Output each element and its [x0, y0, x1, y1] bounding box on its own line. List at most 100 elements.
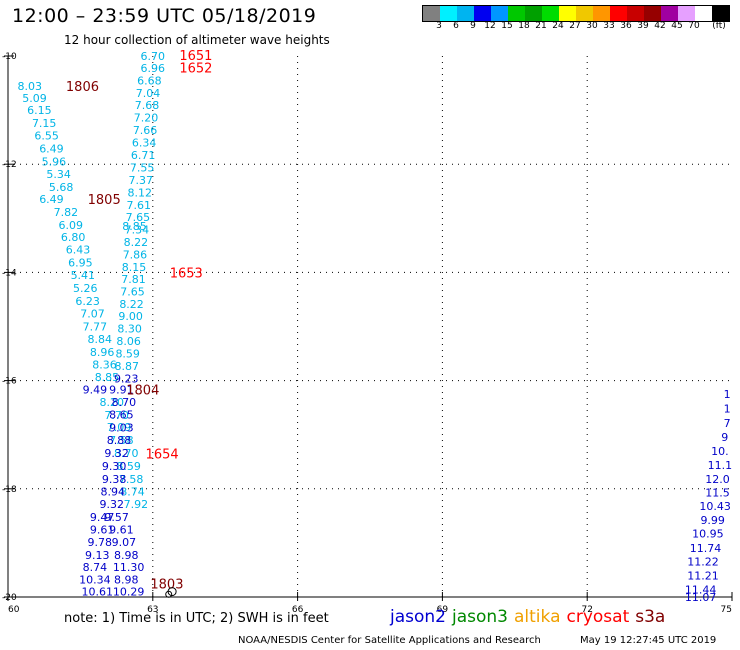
legend-swatch — [542, 6, 559, 21]
wave-height-point: 6.49 — [39, 193, 64, 206]
legend-tick-label: 21 — [535, 21, 547, 31]
pass-time-label: 1652 — [179, 61, 212, 76]
legend-swatch — [627, 6, 644, 21]
wave-height-point: 10.29 — [113, 586, 145, 599]
legend-tick-label: 3 — [436, 21, 442, 31]
wave-height-point: 11.44 — [685, 583, 717, 596]
wave-height-point: 6.15 — [27, 104, 52, 117]
wave-height-point: 8.15 — [122, 261, 147, 274]
wave-height-point: 6.70 — [141, 50, 166, 63]
wave-height-point: 8.94 — [100, 486, 125, 499]
wave-height-point: 9.38 — [102, 473, 127, 486]
wave-height-point: 7.66 — [133, 124, 158, 137]
legend-swatch — [593, 6, 610, 21]
wave-height-point: 6.55 — [34, 130, 59, 143]
wave-height-point: 7.20 — [134, 112, 159, 125]
legend-tick-label: 39 — [637, 21, 649, 31]
wave-height-point: 8.22 — [119, 298, 144, 311]
wave-height-point: 11.74 — [690, 542, 722, 555]
wave-height-point: 8.59 — [115, 348, 140, 361]
legend-tick-label: 27 — [569, 21, 581, 31]
legend-tick-label: 18 — [518, 21, 530, 31]
legend-tick-label: 33 — [603, 21, 615, 31]
wave-height-point: 7.58 — [119, 473, 144, 486]
wave-height-point: 8.22 — [124, 236, 149, 249]
wave-height-point: 8.06 — [116, 335, 141, 348]
wave-height-point: 11.21 — [687, 569, 719, 582]
y-tick-label: -14 — [2, 268, 17, 278]
x-tick-label: 66 — [292, 605, 304, 615]
legend-swatch — [610, 6, 627, 21]
wave-height-point: 9.57 — [104, 511, 129, 524]
legend-swatch — [712, 6, 729, 21]
page-title: 12:00 – 23:59 UTC 05/18/2019 — [12, 5, 317, 27]
y-tick-label: -18 — [2, 485, 17, 495]
wave-height-point: 7.68 — [135, 99, 160, 112]
wave-height-point: 6.68 — [137, 74, 162, 87]
wave-height-point: 8.36 — [92, 358, 117, 371]
legend-tick-label: 15 — [501, 21, 513, 31]
legend-tick-label: 70 — [688, 21, 700, 31]
legend-swatch — [559, 6, 576, 21]
wave-height-point: 10.43 — [699, 500, 731, 513]
wave-height-point: 6.49 — [39, 143, 64, 156]
legend-tick-label: 36 — [620, 21, 632, 31]
wave-height-point: 7.37 — [128, 174, 153, 187]
wave-height-point: 6.95 — [68, 257, 93, 270]
legend-tick-label: 45 — [671, 21, 683, 31]
legend-swatch — [491, 6, 508, 21]
legend-swatch — [695, 6, 712, 21]
wave-height-point: 7.92 — [124, 498, 149, 511]
wave-height-point: 8.87 — [114, 360, 139, 373]
footer-timestamp: May 19 12:27:45 UTC 2019 — [580, 635, 717, 646]
legend-swatch — [423, 6, 440, 21]
wave-height-point: 9.49 — [83, 383, 108, 396]
legend-tick-label: 42 — [654, 21, 666, 31]
satellite-label: altika — [514, 607, 561, 627]
wave-height-point: 5.09 — [22, 92, 47, 105]
wave-height-point: 8.03 — [17, 80, 42, 93]
wave-height-point: 9.07 — [112, 536, 137, 549]
wave-height-point: 8.85 — [95, 371, 120, 384]
legend-swatch — [661, 6, 678, 21]
wave-height-point: 9.30 — [102, 460, 127, 473]
wave-height-point: 8.70 — [114, 447, 139, 460]
wave-height-point: 9.61 — [90, 523, 115, 536]
color-legend-ticks: 3 6 9 12 15 18 21 24 27 30 33 36 39 42 45 70 (ft) — [422, 21, 740, 33]
pass-time-label: 1804 — [126, 383, 159, 398]
wave-height-point: 7.55 — [130, 161, 155, 174]
footer-credit: NOAA/NESDIS Center for Satellite Applica… — [238, 635, 541, 646]
legend-tick-label: 6 — [453, 21, 459, 31]
wave-height-point: 5.41 — [71, 269, 96, 282]
wave-height-point: 8.85 — [122, 220, 147, 233]
wave-height-point: 6.96 — [141, 62, 166, 75]
legend-swatch — [678, 6, 695, 21]
wave-height-point: 9.78 — [87, 536, 112, 549]
wave-height-point: 10.61 — [82, 586, 114, 599]
y-tick-label: -10 — [2, 52, 17, 62]
legend-tick-label: (ft) — [712, 21, 726, 31]
satellite-label: cryosat — [566, 607, 630, 627]
wave-height-point: 6.80 — [61, 231, 86, 244]
footer-note: note: 1) Time is in UTC; 2) SWH is in fe… — [64, 611, 329, 626]
y-tick-label: -20 — [2, 593, 17, 603]
wave-height-point: 9 — [721, 431, 728, 444]
wave-height-point: 7.61 — [127, 199, 152, 212]
wave-height-point: 5.68 — [49, 181, 74, 194]
wave-height-point: 5.26 — [73, 282, 98, 295]
x-tick-label: 69 — [437, 605, 449, 615]
wave-height-point: 7.34 — [125, 224, 150, 237]
wave-height-point: 9.32 — [104, 447, 129, 460]
x-tick-label: 75 — [721, 605, 732, 615]
pass-time-label: 1806 — [66, 80, 99, 95]
pass-time-label: 1653 — [170, 266, 203, 281]
wave-height-point: 11.07 — [685, 591, 717, 604]
legend-tick-label: 30 — [586, 21, 598, 31]
wave-height-point: 7.81 — [121, 273, 146, 286]
wave-height-point: 8.12 — [128, 186, 153, 199]
wave-height-point: 6.43 — [66, 244, 91, 257]
wave-height-point: 8.65 — [109, 409, 134, 422]
wave-height-point: 9.99 — [700, 514, 725, 527]
legend-tick-label: 24 — [552, 21, 564, 31]
wave-height-point: 8.20 — [100, 396, 125, 409]
